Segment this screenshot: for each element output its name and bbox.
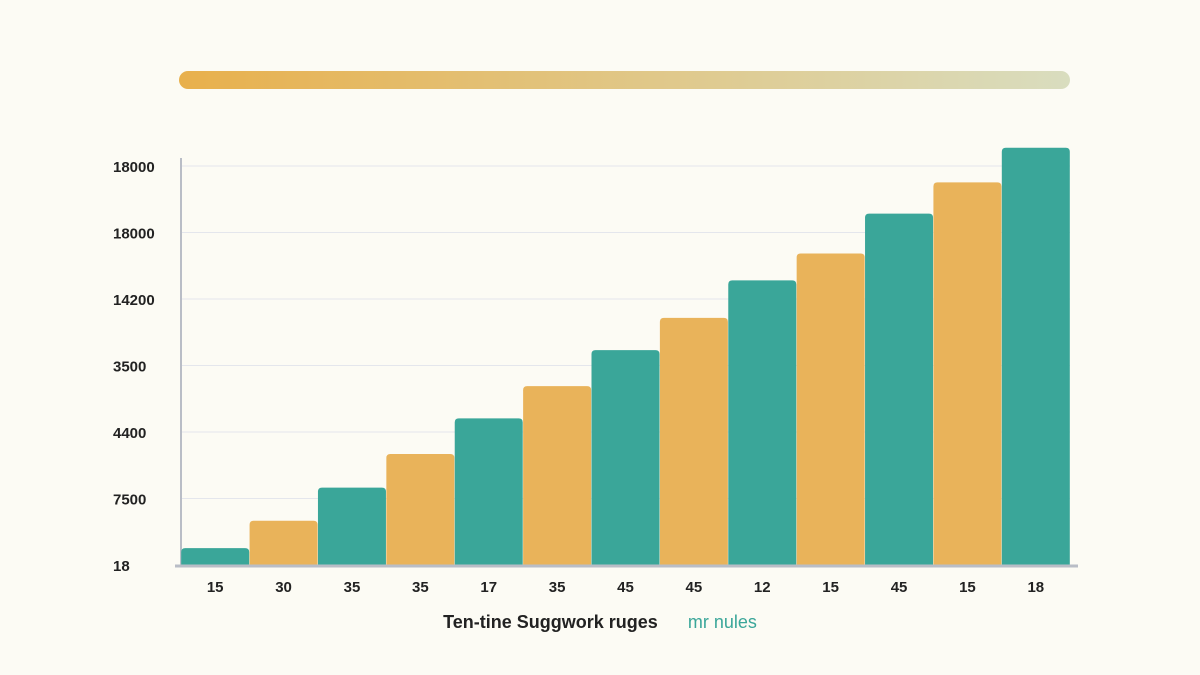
- legend-label-1: Ten-tine Suggwork ruges: [443, 612, 658, 632]
- bar: [317, 487, 386, 565]
- x-tick-label: 45: [617, 579, 634, 596]
- y-tick-label: 14200: [113, 292, 155, 309]
- legend-label-2: mr nules: [687, 612, 757, 632]
- bar: [386, 453, 455, 565]
- bar: [181, 548, 250, 565]
- x-tick-label: 45: [686, 579, 703, 596]
- x-tick-label: 12: [754, 579, 771, 596]
- x-tick-label: 35: [344, 579, 361, 596]
- bar: [454, 418, 523, 565]
- legend: Ten-tine Suggwork ruges mr nules: [0, 612, 1200, 633]
- x-tick-label: 15: [207, 579, 224, 596]
- y-tick-label: 18000: [113, 226, 155, 243]
- bar: [659, 317, 728, 565]
- x-tick-label: 15: [822, 579, 839, 596]
- x-tick-label: 17: [480, 579, 497, 596]
- x-tick-label: 35: [412, 579, 429, 596]
- y-tick-label: 18: [113, 558, 130, 575]
- bar: [523, 386, 592, 565]
- y-tick-label: 4400: [113, 425, 146, 442]
- y-tick-label: 7500: [113, 492, 146, 509]
- header-gradient-bar: [179, 71, 1070, 89]
- x-tick-label: 18: [1027, 579, 1044, 596]
- bar: [796, 253, 865, 565]
- x-tick-label: 30: [275, 579, 292, 596]
- y-tick-label: 3500: [113, 359, 146, 376]
- x-tick-label: 45: [891, 579, 908, 596]
- bar: [728, 280, 797, 565]
- bar: [865, 213, 934, 566]
- x-tick-label: 15: [959, 579, 976, 596]
- bar: [249, 520, 318, 565]
- bar: [591, 350, 660, 565]
- bar: [1001, 147, 1070, 565]
- x-tick-label: 35: [549, 579, 566, 596]
- y-tick-label: 18000: [113, 159, 155, 176]
- bar: [933, 182, 1002, 565]
